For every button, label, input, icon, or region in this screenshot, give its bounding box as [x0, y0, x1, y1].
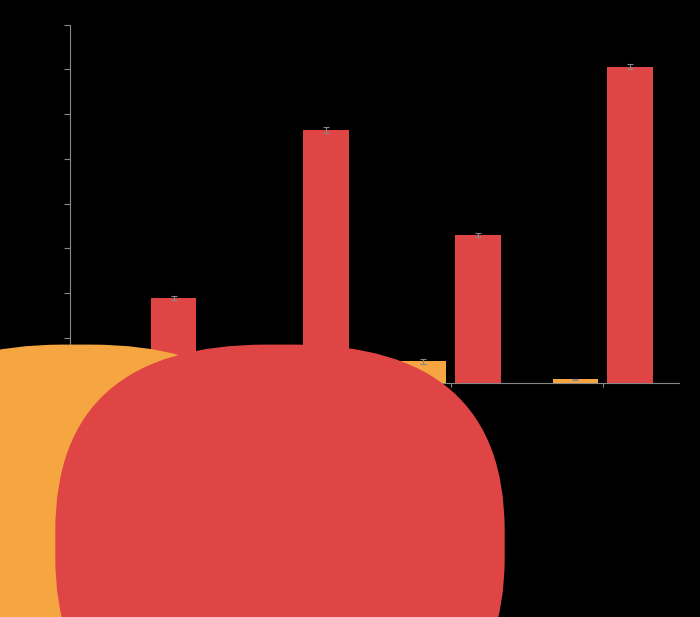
- Bar: [400, 362, 446, 383]
- Bar: [455, 235, 501, 383]
- Bar: [96, 378, 141, 383]
- Bar: [552, 379, 598, 383]
- Bar: [303, 130, 349, 383]
- Bar: [608, 67, 653, 383]
- Bar: [150, 299, 197, 383]
